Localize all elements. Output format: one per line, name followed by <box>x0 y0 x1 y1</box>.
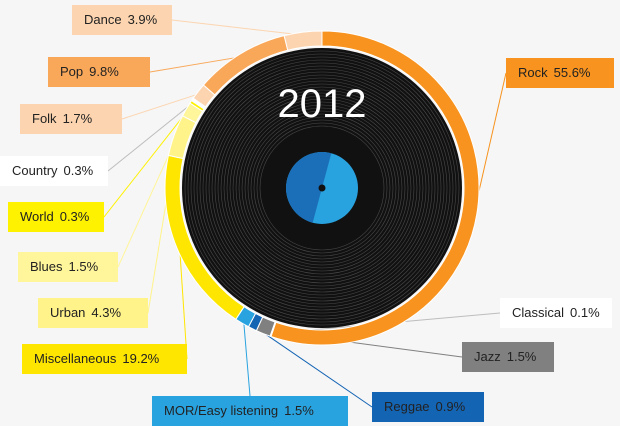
record-groove <box>211 77 433 299</box>
label-value: 9.8% <box>89 64 119 79</box>
connector-dance <box>171 19 304 36</box>
label-value: 1.5% <box>506 349 537 364</box>
slice-dance <box>283 30 323 51</box>
record-groove <box>190 56 454 320</box>
label-name: Folk <box>32 111 57 126</box>
label-name: World <box>20 209 54 224</box>
label-name: Reggae <box>384 399 430 414</box>
label-jazz: Jazz 1.5% <box>462 342 554 372</box>
label-value: 0.3% <box>63 163 94 178</box>
label-name: Country <box>12 163 58 178</box>
label-value: 19.2% <box>122 351 160 366</box>
record-groove <box>205 71 439 305</box>
record-groove <box>235 101 409 275</box>
label-value: 3.9% <box>127 12 158 27</box>
record-groove <box>223 89 421 287</box>
spindle-hole <box>318 184 326 192</box>
label-dance: Dance 3.9% <box>72 5 172 35</box>
record-label-shade <box>286 152 332 223</box>
label-classical: Classical 0.1% <box>500 298 612 328</box>
label-value: 1.5% <box>284 403 314 418</box>
vinyl-record <box>182 48 462 328</box>
connector-mor-easy-listening <box>243 320 251 397</box>
label-value: 0.3% <box>59 209 90 224</box>
record-groove <box>256 122 388 254</box>
label-value: 1.7% <box>62 111 93 126</box>
label-name: Jazz <box>474 349 501 364</box>
record-groove <box>229 95 415 281</box>
record-groove <box>247 113 397 263</box>
record-groove <box>214 80 430 296</box>
label-mor-easy-listening: MOR/Easy listening 1.5% <box>152 396 348 426</box>
record-groove <box>217 83 427 293</box>
record-groove <box>259 125 385 251</box>
label-rock: Rock 55.6% <box>506 58 614 88</box>
record-groove <box>220 86 424 290</box>
record-groove <box>241 107 403 269</box>
label-name: Blues <box>30 259 63 274</box>
connector-reggae <box>253 325 373 408</box>
record-groove <box>244 110 400 266</box>
record-groove <box>208 74 436 302</box>
label-value: 0.1% <box>570 305 600 320</box>
label-reggae: Reggae 0.9% <box>372 392 484 422</box>
label-miscellaneous: Miscellaneous 19.2% <box>22 344 187 374</box>
label-world: World 0.3% <box>8 202 104 232</box>
record-groove <box>187 53 457 323</box>
record-groove <box>184 50 460 326</box>
record-groove <box>238 104 406 272</box>
label-name: Urban <box>50 305 86 320</box>
genre-ring <box>164 30 480 346</box>
label-urban: Urban 4.3% <box>38 298 148 328</box>
label-name: Miscellaneous <box>34 351 117 366</box>
label-blues: Blues 1.5% <box>18 252 118 282</box>
connector-world <box>103 103 194 218</box>
connector-country <box>107 100 196 172</box>
label-value: 0.9% <box>435 399 466 414</box>
label-name: Pop <box>60 64 84 79</box>
record-groove <box>250 116 394 260</box>
record-groove <box>202 68 442 308</box>
label-country: Country 0.3% <box>0 156 108 186</box>
label-value: 1.5% <box>68 259 99 274</box>
record-groove <box>199 65 445 311</box>
record-groove <box>232 98 412 278</box>
label-value: 4.3% <box>91 305 122 320</box>
label-value: 55.6% <box>553 65 591 80</box>
record-groove <box>226 92 418 284</box>
connector-pop <box>149 56 242 73</box>
label-name: Classical <box>512 305 565 320</box>
label-name: Rock <box>518 65 548 80</box>
record-groove <box>253 119 391 257</box>
label-pop: Pop 9.8% <box>48 57 150 87</box>
record-groove <box>193 59 451 317</box>
label-name: MOR/Easy listening <box>164 403 279 418</box>
chart-title: 2012 <box>278 82 367 126</box>
connector-miscellaneous <box>179 246 188 360</box>
connector-folk <box>121 92 201 120</box>
record-groove <box>196 62 448 314</box>
label-folk: Folk 1.7% <box>20 104 122 134</box>
callout-connectors <box>103 19 507 408</box>
label-name: Dance <box>84 12 122 27</box>
